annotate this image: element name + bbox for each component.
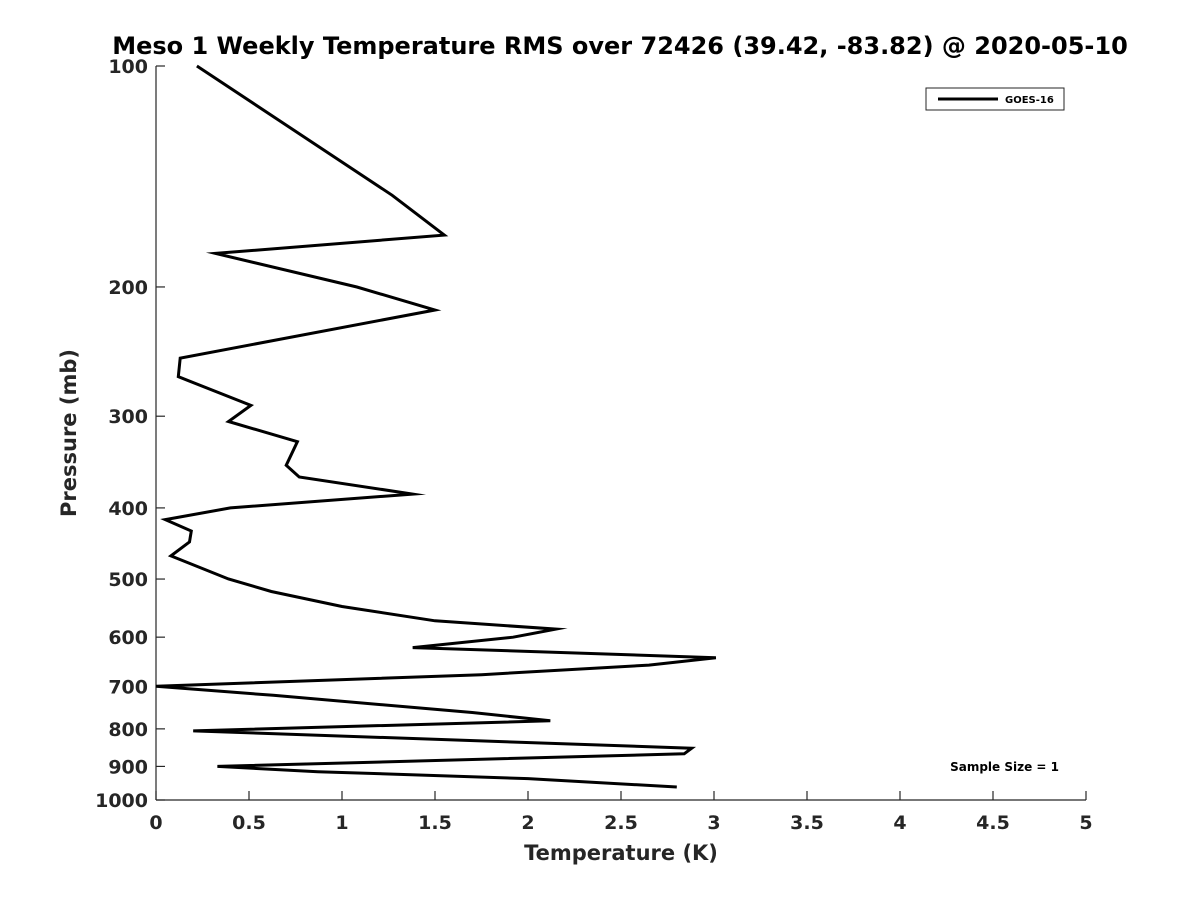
x-axis-label: Temperature (K) [524,841,718,865]
y-tick-label: 900 [108,756,148,778]
x-tick-label: 2.5 [604,812,638,834]
y-tick-label: 600 [108,627,148,649]
x-tick-label: 5 [1079,812,1092,834]
x-tick-label: 3.5 [790,812,824,834]
y-tick-label: 1000 [95,790,148,812]
legend-label-goes-16: GOES-16 [1005,95,1054,106]
x-tick-label: 0.5 [232,812,266,834]
series-group [155,64,717,789]
x-ticks: 0 0.5 1 1.5 2 2.5 3 3.5 4 4.5 5 [149,791,1093,834]
x-tick-label: 0 [149,812,162,834]
axes [155,66,1086,801]
x-tick-label: 1.5 [418,812,452,834]
series-line-goes-16 [155,64,717,789]
y-tick-label: 400 [108,498,148,520]
y-tick-label: 100 [108,56,148,78]
y-tick-label: 200 [108,277,148,299]
y-tick-label: 500 [108,569,148,591]
x-tick-label: 4.5 [976,812,1010,834]
y-ticks: 100 200 300 400 500 600 700 800 900 1000 [95,56,165,812]
x-tick-label: 4 [893,812,906,834]
x-tick-label: 3 [707,812,720,834]
x-tick-label: 2 [521,812,534,834]
y-axis-label: Pressure (mb) [57,349,81,517]
x-tick-label: 1 [335,812,348,834]
legend: GOES-16 [925,87,1065,111]
sample-size-annotation: Sample Size = 1 [950,760,1059,774]
chart-title: Meso 1 Weekly Temperature RMS over 72426… [112,32,1128,60]
y-tick-label: 300 [108,406,148,428]
y-tick-label: 700 [108,676,148,698]
y-tick-label: 800 [108,719,148,741]
